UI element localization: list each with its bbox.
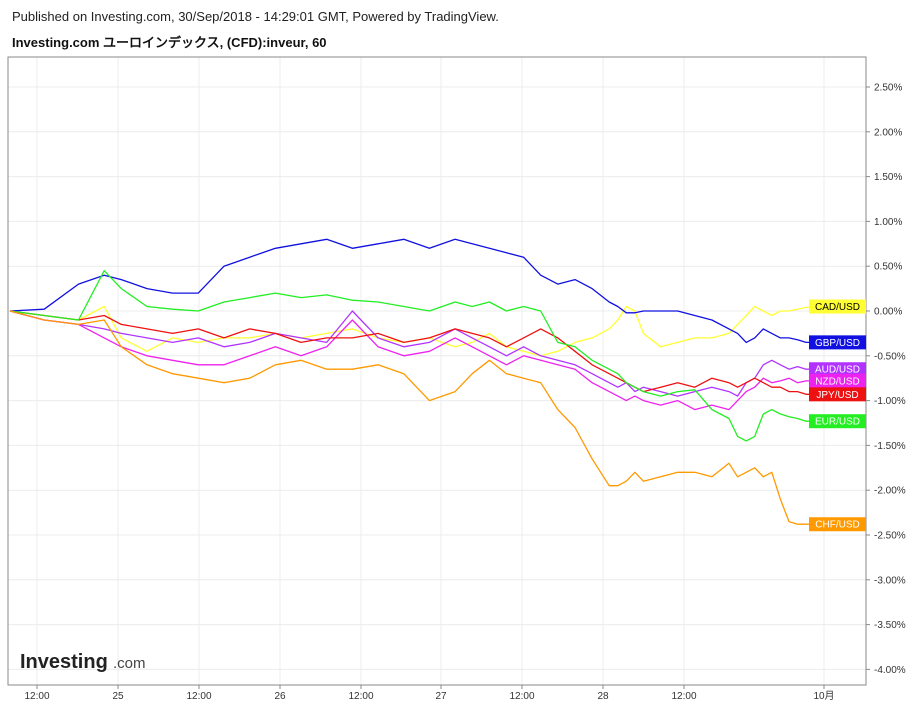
- y-axis: 2.50% 2.00% 1.50% 1.00% 0.50% 0.00% -0.50% -1.0…: [866, 83, 906, 676]
- watermark-suffix: .com: [113, 655, 146, 672]
- series-line-eur-usd[interactable]: [9, 270, 815, 442]
- series-tag-jpy-usd: JPY/USD: [809, 387, 866, 402]
- y-tick-label: 1.00%: [874, 217, 902, 228]
- series-tag-bg: [809, 373, 866, 388]
- y-tick-label: -0.50%: [874, 351, 906, 362]
- plot-frame: [7, 56, 867, 686]
- series-tag-gbp-usd: GBP/USD: [809, 335, 866, 350]
- investing-logo: Investing .com: [20, 651, 146, 673]
- series-tag-bg: [809, 517, 866, 532]
- x-tick-label: 12:00: [186, 691, 211, 702]
- series-tag-cad-usd: CAD/USD: [809, 299, 866, 314]
- series-line-jpy-usd[interactable]: [9, 310, 815, 395]
- chart-series: [9, 238, 815, 525]
- series-tag-label: CAD/USD: [815, 302, 860, 313]
- published-line: Published on Investing.com, 30/Sep/2018 …: [12, 9, 499, 24]
- series-tag-label: JPY/USD: [816, 390, 858, 401]
- series-tag-bg: [809, 335, 866, 350]
- x-tick-label: 12:00: [348, 691, 373, 702]
- x-tick-label: 12:00: [24, 691, 49, 702]
- y-tick-label: -3.50%: [874, 620, 906, 631]
- series-tag-chf-usd: CHF/USD: [809, 517, 866, 532]
- x-tick-label: 12:00: [671, 691, 696, 702]
- series-tag-bg: [809, 362, 866, 377]
- x-tick-label: 10月: [813, 690, 834, 702]
- y-tick-label: 0.50%: [874, 262, 902, 273]
- series-tag-label: NZD/USD: [815, 376, 859, 387]
- series-tag-nzd-usd: NZD/USD: [809, 373, 866, 388]
- x-tick-label: 27: [435, 691, 447, 702]
- y-tick-label: -3.00%: [874, 575, 906, 586]
- chart-grid: [8, 57, 866, 685]
- y-tick-label: 2.50%: [874, 83, 902, 94]
- series-tag-bg: [809, 299, 866, 314]
- y-tick-label: -2.00%: [874, 486, 906, 497]
- x-tick-label: 25: [112, 691, 124, 702]
- series-line-nzd-usd[interactable]: [9, 310, 815, 411]
- series-line-gbp-usd[interactable]: [9, 238, 815, 344]
- y-tick-label: -1.00%: [874, 396, 906, 407]
- series-tag-eur-usd: EUR/USD: [809, 414, 866, 429]
- series-tag-label: AUD/USD: [815, 365, 860, 376]
- series-tag-bg: [809, 387, 866, 402]
- watermark-main: Investing: [20, 651, 108, 673]
- series-tag-label: EUR/USD: [815, 417, 860, 428]
- chart-title: Investing.com ユーロインデックス, (CFD):inveur, 6…: [12, 35, 327, 50]
- series-tag-label: CHF/USD: [815, 520, 859, 531]
- series-tag-bg: [809, 414, 866, 429]
- y-tick-label: -4.00%: [874, 665, 906, 676]
- series-tag-label: GBP/USD: [815, 338, 860, 349]
- y-tick-label: 0.00%: [874, 307, 902, 318]
- x-tick-label: 26: [274, 691, 286, 702]
- y-tick-label: 2.00%: [874, 127, 902, 138]
- series-line-cad-usd[interactable]: [9, 305, 815, 357]
- x-tick-label: 28: [597, 691, 609, 702]
- series-line-chf-usd[interactable]: [9, 310, 815, 525]
- x-axis: 12:00 25 12:00 26 12:00 27 12:00 28 12:00 10月: [24, 685, 835, 702]
- y-tick-label: -2.50%: [874, 531, 906, 542]
- y-tick-label: -1.50%: [874, 441, 906, 452]
- series-tag-aud-usd: AUD/USD: [809, 362, 866, 377]
- x-tick-label: 12:00: [509, 691, 534, 702]
- y-tick-label: 1.50%: [874, 172, 902, 183]
